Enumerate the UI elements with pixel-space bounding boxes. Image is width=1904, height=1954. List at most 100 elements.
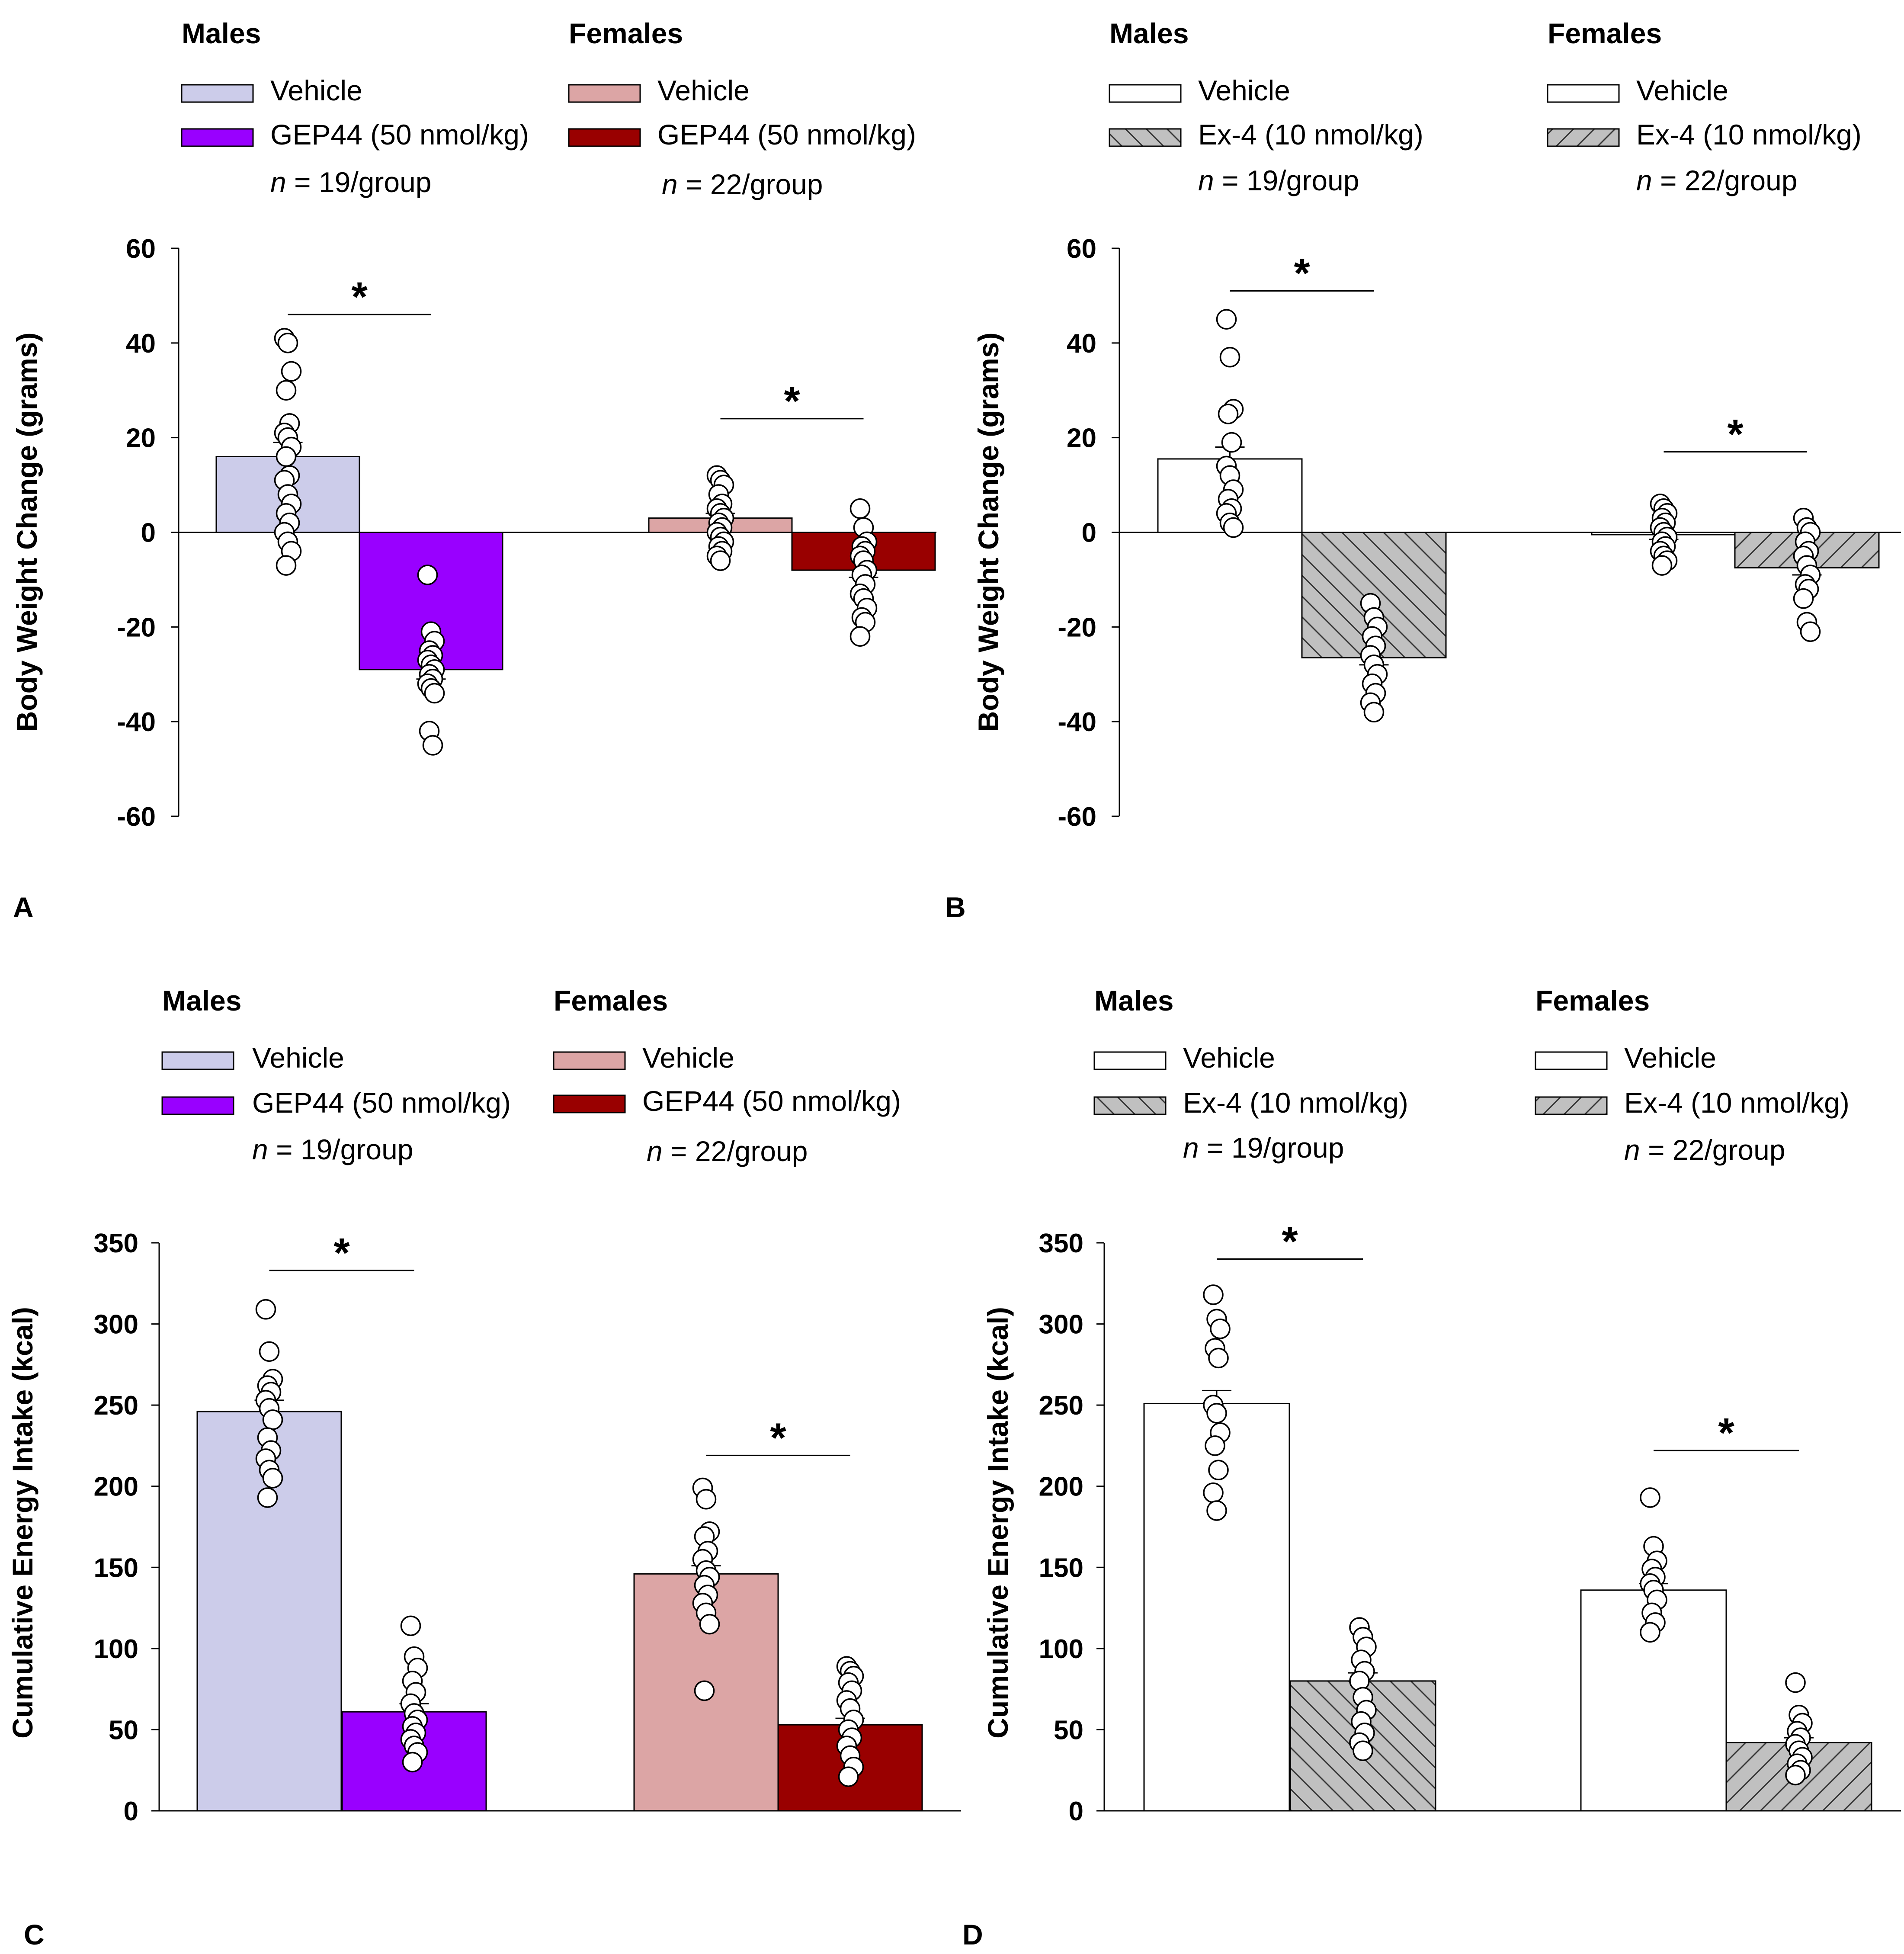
legend-swatch-male-vehicle	[1093, 1051, 1167, 1070]
data-point	[1363, 702, 1385, 723]
data-point	[1353, 1740, 1373, 1761]
panel-c-plot: 350 300 250 200 150 100 50 0 Cumulative Energy I…	[6, 1229, 961, 1826]
legend-swatch-female-vehicle	[568, 84, 641, 103]
legend-swatch-male-treatment	[161, 1096, 234, 1115]
data-point	[1208, 1460, 1229, 1480]
legend-females-header: Females	[1535, 985, 1650, 1017]
panel-c: Males Females Vehicle GEP44 (50 nmol/kg)…	[6, 985, 961, 1951]
legend-male-n: n = 19/group	[270, 166, 432, 198]
y-tick-label: 0	[124, 1797, 138, 1826]
legend-female-vehicle-label: Vehicle	[1636, 74, 1728, 106]
data-point	[424, 683, 445, 704]
data-point	[1206, 1500, 1227, 1521]
data-point	[262, 1409, 283, 1430]
data-point	[1221, 432, 1242, 453]
legend-swatch-female-treatment	[568, 128, 641, 147]
panel-a-plot: 60 40 20 0 -20 -40 -60 Body Weight Change (gram…	[11, 234, 936, 832]
panel-label-c: C	[24, 1919, 45, 1951]
significance-star: *	[770, 1415, 786, 1461]
y-tick-label: 100	[1039, 1634, 1083, 1664]
legend-females-header: Females	[554, 985, 668, 1017]
legend-female-vehicle-label: Vehicle	[1624, 1042, 1716, 1074]
panel-b: Males Females Vehicle Ex-4 (10 nmol/kg) …	[945, 17, 1901, 923]
data-point	[838, 1766, 859, 1787]
legend-female-n: n = 22/group	[662, 168, 823, 200]
y-tick-label: 40	[1067, 329, 1096, 359]
significance-star: *	[1718, 1410, 1734, 1456]
data-point	[1223, 517, 1244, 538]
data-point	[1640, 1487, 1660, 1508]
legend-female-n: n = 22/group	[1636, 164, 1798, 196]
legend-male-vehicle-label: Vehicle	[1198, 74, 1290, 106]
data-point	[1216, 309, 1237, 330]
y-tick-label: -40	[117, 707, 156, 737]
data-point	[259, 1341, 280, 1362]
data-point	[1205, 1435, 1225, 1456]
data-point	[1203, 1482, 1224, 1503]
data-point	[699, 1614, 720, 1635]
panel-b-legend: Males Females Vehicle Ex-4 (10 nmol/kg) …	[1109, 17, 1862, 196]
y-tick-label: 150	[94, 1553, 138, 1583]
panel-a: Males Females Vehicle GEP44 (50 nmol/kg)…	[11, 17, 936, 923]
legend-swatch-male-treatment	[1093, 1096, 1167, 1115]
legend-female-vehicle-label: Vehicle	[657, 74, 750, 106]
legend-male-n: n = 19/group	[1198, 164, 1359, 196]
y-tick-label: 0	[141, 518, 156, 548]
data-point	[257, 1487, 278, 1508]
y-axis-label: Body Weight Change (grams)	[972, 333, 1004, 732]
y-tick-label: 100	[94, 1634, 138, 1664]
data-point	[255, 1299, 276, 1320]
legend-male-vehicle-label: Vehicle	[1183, 1042, 1275, 1074]
data-point	[1800, 621, 1821, 642]
y-tick-label: -20	[1058, 613, 1096, 642]
data-point	[400, 1615, 421, 1636]
data-point	[694, 1680, 715, 1701]
data-point	[402, 1752, 423, 1773]
legend-female-treatment-label: Ex-4 (10 nmol/kg)	[1624, 1087, 1850, 1119]
legend-swatch-female-vehicle	[1535, 1051, 1608, 1070]
legend-swatch-male-treatment	[1109, 128, 1182, 147]
data-point	[849, 626, 871, 647]
legend-males-header: Males	[1109, 17, 1189, 49]
data-point	[1793, 588, 1814, 609]
legend-male-treatment-label: GEP44 (50 nmol/kg)	[270, 119, 529, 151]
legend-male-vehicle-label: Vehicle	[270, 74, 362, 106]
data-point	[1651, 555, 1673, 576]
significance-star: *	[784, 378, 800, 424]
data-point	[422, 735, 443, 756]
legend-males-header: Males	[182, 17, 261, 49]
legend-males-header: Males	[1094, 985, 1173, 1017]
panel-label-b: B	[945, 891, 966, 923]
y-tick-label: 50	[109, 1715, 138, 1745]
y-tick-label: 20	[126, 424, 156, 453]
panel-label-a: A	[13, 891, 34, 923]
y-tick-label: -20	[117, 613, 156, 642]
y-tick-label: 350	[1039, 1229, 1083, 1258]
legend-female-treatment-label: GEP44 (50 nmol/kg)	[642, 1085, 901, 1117]
y-tick-label: -40	[1058, 707, 1096, 737]
data-point	[276, 446, 297, 467]
y-tick-label: 250	[1039, 1391, 1083, 1421]
significance-star: *	[351, 274, 368, 320]
legend-male-treatment-label: Ex-4 (10 nmol/kg)	[1198, 119, 1423, 151]
y-tick-label: 20	[1067, 424, 1096, 453]
data-point	[1785, 1765, 1806, 1786]
legend-female-treatment-label: GEP44 (50 nmol/kg)	[657, 119, 916, 151]
data-point	[1203, 1284, 1224, 1305]
y-tick-label: -60	[1058, 802, 1096, 832]
legend-swatch-male-treatment	[181, 128, 254, 147]
data-point	[281, 361, 302, 382]
y-tick-label: 350	[94, 1229, 138, 1258]
data-point	[1785, 1672, 1806, 1693]
panel-d-legend: Males Females Vehicle Ex-4 (10 nmol/kg) …	[1093, 985, 1850, 1166]
legend-female-treatment-label: Ex-4 (10 nmol/kg)	[1636, 119, 1862, 151]
panel-d-plot: 350 300 250 200 150 100 50 0 Cumulative Energy I…	[982, 1219, 1901, 1826]
significance-star: *	[1294, 250, 1310, 296]
data-point	[276, 380, 297, 401]
data-point	[696, 1489, 717, 1510]
legend-swatch-male-vehicle	[1109, 84, 1182, 103]
legend-swatch-female-treatment	[1535, 1096, 1608, 1115]
legend-swatch-female-treatment	[1547, 128, 1620, 147]
significance-star: *	[333, 1230, 350, 1276]
